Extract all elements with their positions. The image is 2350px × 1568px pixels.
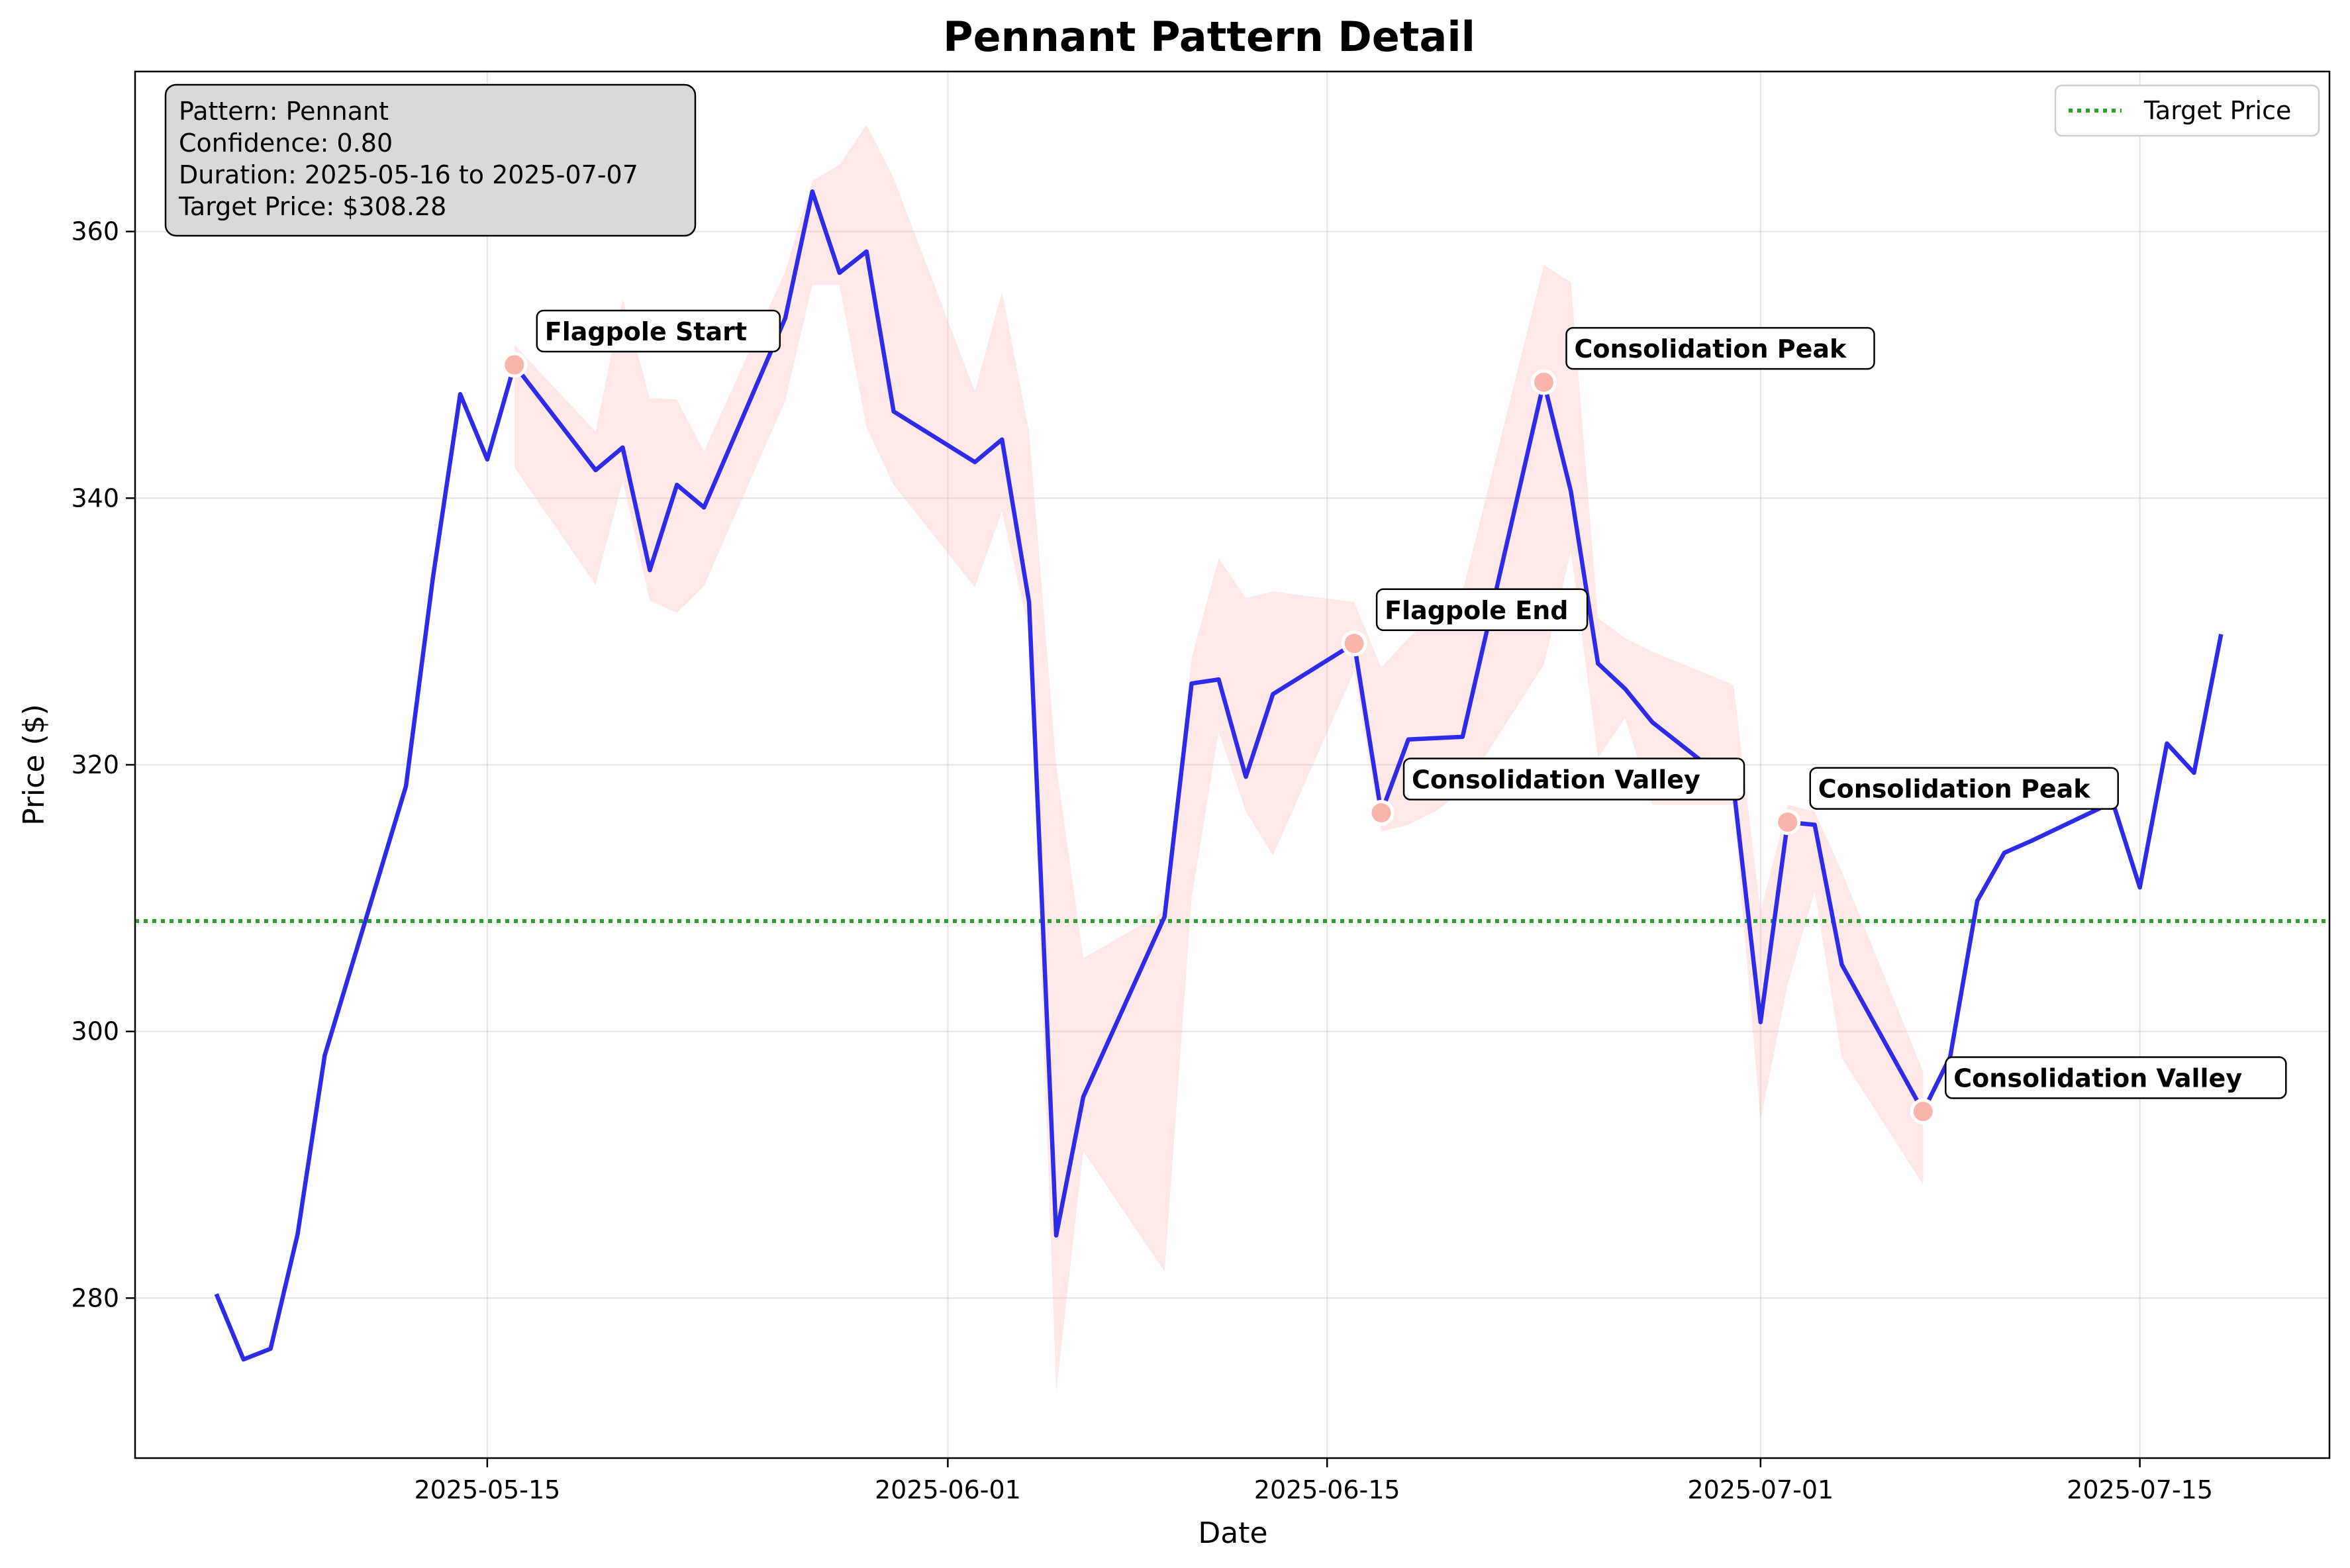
grid [135, 72, 2329, 1458]
pattern-point-marker [1775, 809, 1801, 836]
annotation-box [536, 309, 781, 353]
chart-title: Pennant Pattern Detail [943, 13, 1475, 61]
y-tick-label: 320 [71, 750, 119, 779]
annotation-label: Consolidation Peak [1809, 767, 2119, 810]
confidence-band-layer [514, 124, 1924, 1392]
x-tick-label: 2025-07-01 [1687, 1475, 1834, 1504]
annotation-box [1565, 326, 1875, 370]
annotation-text: Consolidation Valley [1953, 1064, 2242, 1093]
confidence-band [514, 124, 1924, 1392]
annotation-text: Consolidation Valley [1412, 765, 1700, 794]
info-box-line: Confidence: 0.80 [179, 128, 393, 158]
info-box-background [164, 83, 697, 237]
annotation-label: Consolidation Peak [1565, 326, 1875, 370]
annotation-box [1809, 767, 2119, 810]
annotation-text: Consolidation Peak [1575, 334, 1847, 364]
y-tick-label: 280 [71, 1283, 119, 1312]
annotation-text: Consolidation Peak [1818, 775, 2091, 804]
pattern-point-marker [501, 352, 528, 378]
annotation-box [1945, 1056, 2287, 1099]
annotation-layer: Flagpole Start Flagpole End Consolidation … [536, 309, 2287, 1099]
y-tick-label: 340 [71, 483, 119, 513]
y-tick-label: 360 [71, 217, 119, 246]
x-tick-label: 2025-05-15 [414, 1475, 560, 1504]
legend-box [2054, 84, 2320, 137]
y-axis-label: Price ($) [17, 704, 51, 826]
pattern-point-marker [1531, 369, 1557, 395]
y-axis-ticks: 280 300 320 340 360 [71, 217, 135, 1312]
x-axis-label: Date [1198, 1516, 1267, 1550]
marker-layer [501, 352, 1936, 1124]
y-tick-label: 300 [71, 1017, 119, 1046]
annotation-label: Consolidation Valley [1945, 1056, 2287, 1099]
pattern-point-marker [1910, 1099, 1936, 1124]
pattern-point-marker [1368, 799, 1395, 826]
x-tick-label: 2025-07-15 [2067, 1475, 2213, 1504]
legend: Target Price [2054, 84, 2320, 137]
info-box-line: Target Price: $308.28 [178, 192, 446, 221]
annotation-label: Flagpole End [1375, 588, 1589, 632]
pattern-info-box: Pattern: Pennant Confidence: 0.80 Durati… [164, 83, 697, 237]
info-box-line: Pattern: Pennant [179, 97, 389, 126]
annotation-label: Flagpole Start [536, 309, 781, 353]
annotation-box [1402, 758, 1745, 801]
info-box-line: Duration: 2025-05-16 to 2025-07-07 [179, 160, 638, 189]
annotation-text: Flagpole End [1385, 596, 1568, 625]
pattern-point-marker [1341, 630, 1367, 657]
x-tick-label: 2025-06-15 [1254, 1475, 1400, 1504]
x-axis-ticks: 2025-05-15 2025-06-01 2025-06-15 2025-07-01… [414, 1458, 2213, 1504]
legend-target-label: Target Price [2143, 96, 2291, 125]
annotation-text: Flagpole Start [545, 317, 747, 346]
annotation-box [1375, 588, 1589, 632]
x-tick-label: 2025-06-01 [875, 1475, 1021, 1504]
annotation-label: Consolidation Valley [1402, 758, 1745, 801]
